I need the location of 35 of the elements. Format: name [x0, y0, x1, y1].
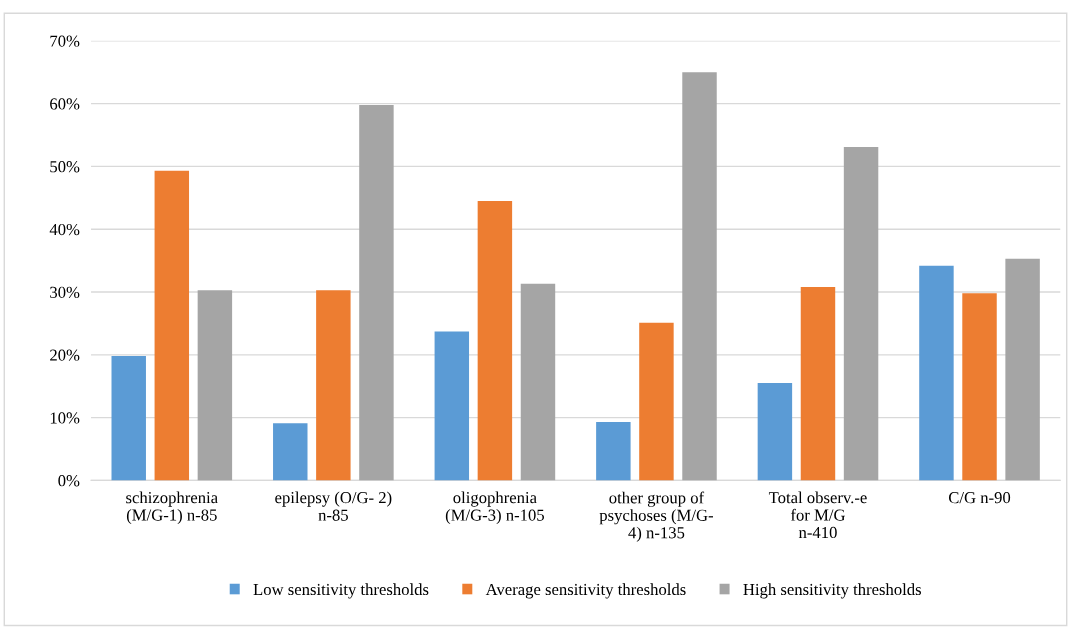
bar [111, 356, 146, 481]
x-tick-label: other group of psychoses (M/G- 4) n-135 [599, 491, 713, 542]
bar [197, 290, 233, 481]
y-tick-label: 40% [49, 223, 80, 236]
bar [757, 383, 793, 481]
y-tick-label: 0% [58, 475, 80, 487]
bar [154, 170, 190, 481]
bar [359, 104, 394, 481]
bar [1005, 258, 1040, 481]
legend-label: Average sensitivity thresholds [485, 583, 686, 599]
y-tick-label: 70% [50, 35, 80, 47]
y-tick-label: 50% [50, 161, 80, 173]
legend-label: High sensitivity thresholds [743, 583, 921, 599]
bar [596, 422, 631, 481]
x-tick-label: schizophrenia (M/G-1) n-85 [126, 491, 218, 525]
bar [273, 423, 308, 481]
bar [682, 72, 717, 481]
y-tick-label: 20% [50, 349, 80, 361]
x-tick-label: epilepsy (O/G- 2) n-85 [275, 491, 392, 521]
x-tick-label: oligophrenia (M/G-3) n-105 [445, 491, 544, 525]
y-tick-label: 30% [50, 286, 80, 299]
bar [316, 290, 351, 481]
bar [800, 287, 836, 481]
bar [962, 293, 997, 481]
legend-label: Low sensitivity thresholds [253, 583, 429, 599]
x-tick-label: Total observ.-e for M/G n-410 [768, 491, 867, 539]
y-tick-label: 60% [50, 98, 80, 110]
bar [843, 146, 879, 481]
x-tick-label: C/G n-90 [948, 492, 1011, 504]
bar [434, 331, 470, 481]
y-tick-label: 10% [50, 412, 80, 424]
bar [919, 265, 954, 481]
bar [639, 322, 674, 481]
bar [520, 283, 556, 481]
bar [477, 200, 513, 481]
